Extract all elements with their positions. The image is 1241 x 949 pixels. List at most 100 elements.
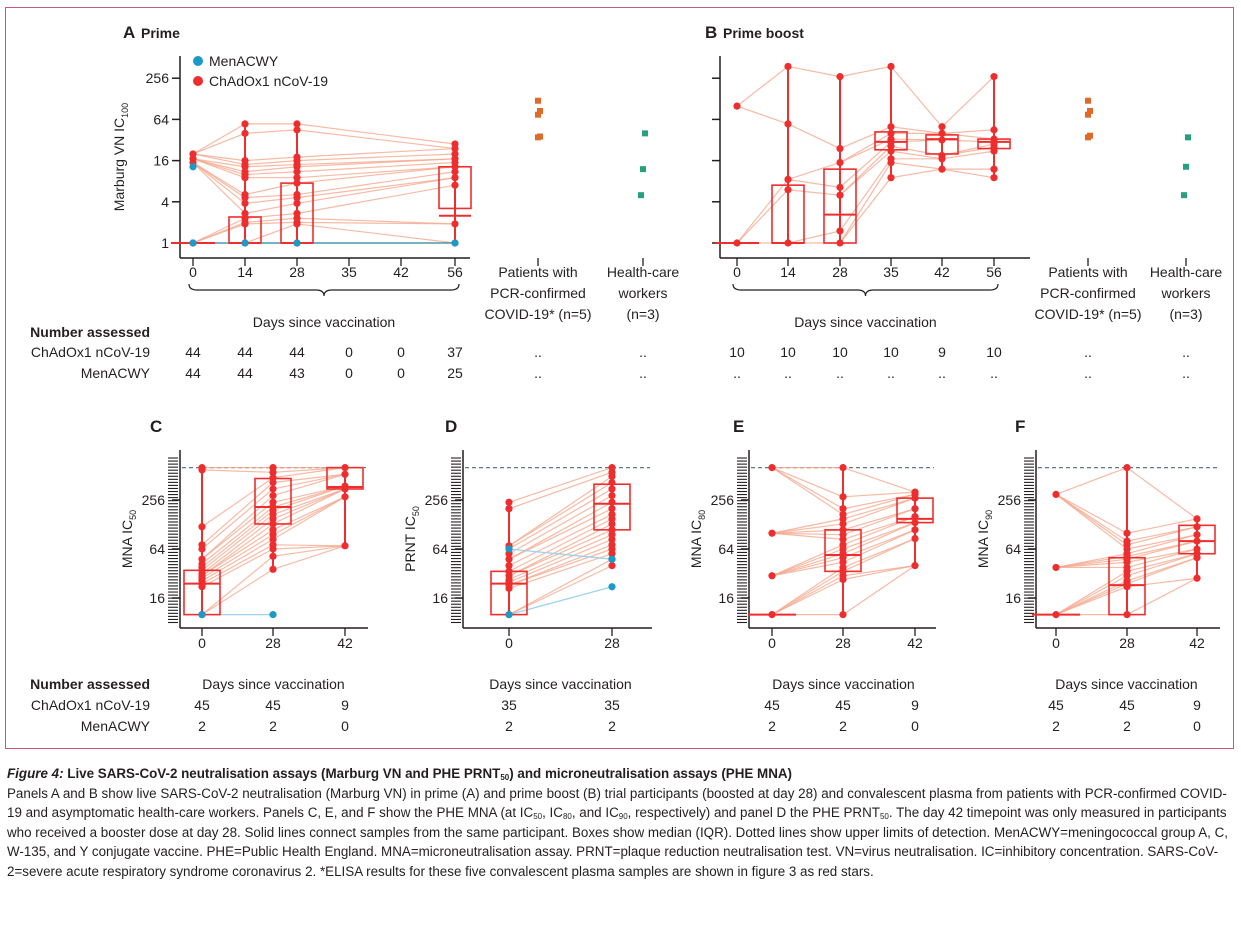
n-chadox-value: 45 [1048, 697, 1064, 713]
menacwy-point [241, 239, 249, 247]
chadox-point [990, 174, 998, 182]
participant-line [244, 129, 298, 134]
n-chadox-value: .. [1084, 344, 1092, 360]
row-label-chadox: ChAdOx1 nCoV-19 [31, 697, 150, 713]
chadox-point [1193, 537, 1201, 545]
x-tick-label: 0 [768, 635, 776, 651]
participant-line [508, 558, 613, 616]
chadox-point [784, 239, 792, 247]
participant-line [296, 129, 456, 150]
x-tick-label: 42 [907, 635, 923, 651]
y-axis-label-text: PRNT IC [402, 516, 418, 572]
panel-letter: B [705, 23, 717, 42]
chadox-point [1052, 490, 1060, 498]
chadox-point [768, 529, 776, 537]
chadox-point [839, 464, 847, 472]
n-menacwy-value: 0 [345, 365, 353, 381]
n-menacwy-value: 0 [1193, 718, 1201, 734]
x-category-label: PCR-confirmed [1040, 285, 1136, 301]
participant-line [771, 532, 844, 536]
n-menacwy-value: .. [887, 365, 895, 381]
n-chadox-value: .. [534, 344, 542, 360]
x-tick-label: 14 [237, 264, 253, 280]
chadox-point [269, 526, 277, 534]
chadox-point [836, 144, 844, 153]
participant-line [771, 532, 844, 540]
participant-line [842, 522, 916, 550]
chadox-point [505, 567, 513, 575]
participant-line [508, 488, 613, 550]
participant-line [736, 179, 789, 244]
participant-line [244, 221, 298, 225]
chadox-point [836, 239, 844, 247]
participant-line [842, 491, 916, 498]
chadox-point [293, 120, 301, 128]
x-category-label: workers [617, 285, 667, 301]
hcw-point [1181, 192, 1187, 199]
hcw-point [638, 192, 644, 199]
participant-line [201, 548, 274, 588]
x-category-label: Health-care [1150, 264, 1223, 280]
participant-line [508, 548, 613, 586]
chadox-point [990, 126, 998, 134]
chadox-point [1123, 529, 1131, 537]
n-menacwy-value: 2 [269, 718, 277, 734]
chadox-point [608, 464, 616, 472]
participant-line [508, 475, 613, 547]
participant-line [842, 565, 916, 581]
n-chadox-value: 37 [447, 344, 463, 360]
caption-subscript: 50 [879, 812, 889, 822]
menacwy-point [451, 239, 459, 247]
chadox-point [451, 150, 459, 158]
y-tick-label: 256 [142, 492, 166, 508]
n-menacwy-value: 0 [341, 718, 349, 734]
chadox-point [839, 520, 847, 528]
y-tick-label: 16 [432, 590, 448, 606]
x-tick-label: 28 [265, 635, 281, 651]
participant-line [839, 162, 892, 244]
chadox-point [836, 158, 844, 167]
chadox-point [1193, 545, 1201, 553]
y-tick-label: 64 [1005, 541, 1021, 557]
caption-subscript: 80 [562, 812, 572, 822]
participant-line [296, 166, 456, 179]
chadox-point [836, 183, 844, 191]
chadox-point [784, 120, 792, 128]
participant-line [842, 565, 916, 577]
participant-line [296, 217, 456, 225]
chadox-point [1123, 537, 1131, 545]
participant-line [787, 123, 841, 150]
chadox-point [911, 488, 919, 496]
participant-line [192, 162, 246, 204]
n-chadox-value: 45 [835, 697, 851, 713]
x-category-label: workers [1160, 285, 1210, 301]
n-chadox-value: 9 [911, 697, 919, 713]
participant-line [201, 482, 274, 546]
menacwy-point [189, 239, 197, 247]
chadox-point [608, 478, 616, 487]
chadox-point [784, 186, 792, 194]
chadox-point [768, 611, 776, 619]
x-category-label: COVID-19* (n=5) [485, 306, 592, 322]
chadox-point [887, 135, 895, 143]
panel-title: Prime [141, 25, 180, 41]
participant-line [201, 523, 274, 577]
participant-line [787, 65, 841, 78]
participant-line [192, 217, 246, 244]
y-tick-label: 64 [153, 111, 169, 127]
participant-line [941, 150, 995, 160]
menacwy-line [508, 548, 613, 560]
chadox-point [1052, 563, 1060, 572]
x-category-label: Patients with [498, 264, 577, 280]
participant-line [272, 467, 346, 479]
participant-line [842, 565, 916, 616]
participant-line [201, 506, 274, 565]
chadox-point [451, 220, 459, 228]
participant-line [201, 513, 274, 571]
chadox-point [341, 470, 349, 478]
chadox-point [733, 239, 741, 247]
participant-line [296, 177, 456, 204]
chadox-point [911, 562, 919, 570]
caption-text: , respectively) and panel D the PHE PRNT [627, 805, 880, 821]
caption-title-text: Live SARS-CoV-2 neutralisation assays (M… [63, 766, 501, 781]
